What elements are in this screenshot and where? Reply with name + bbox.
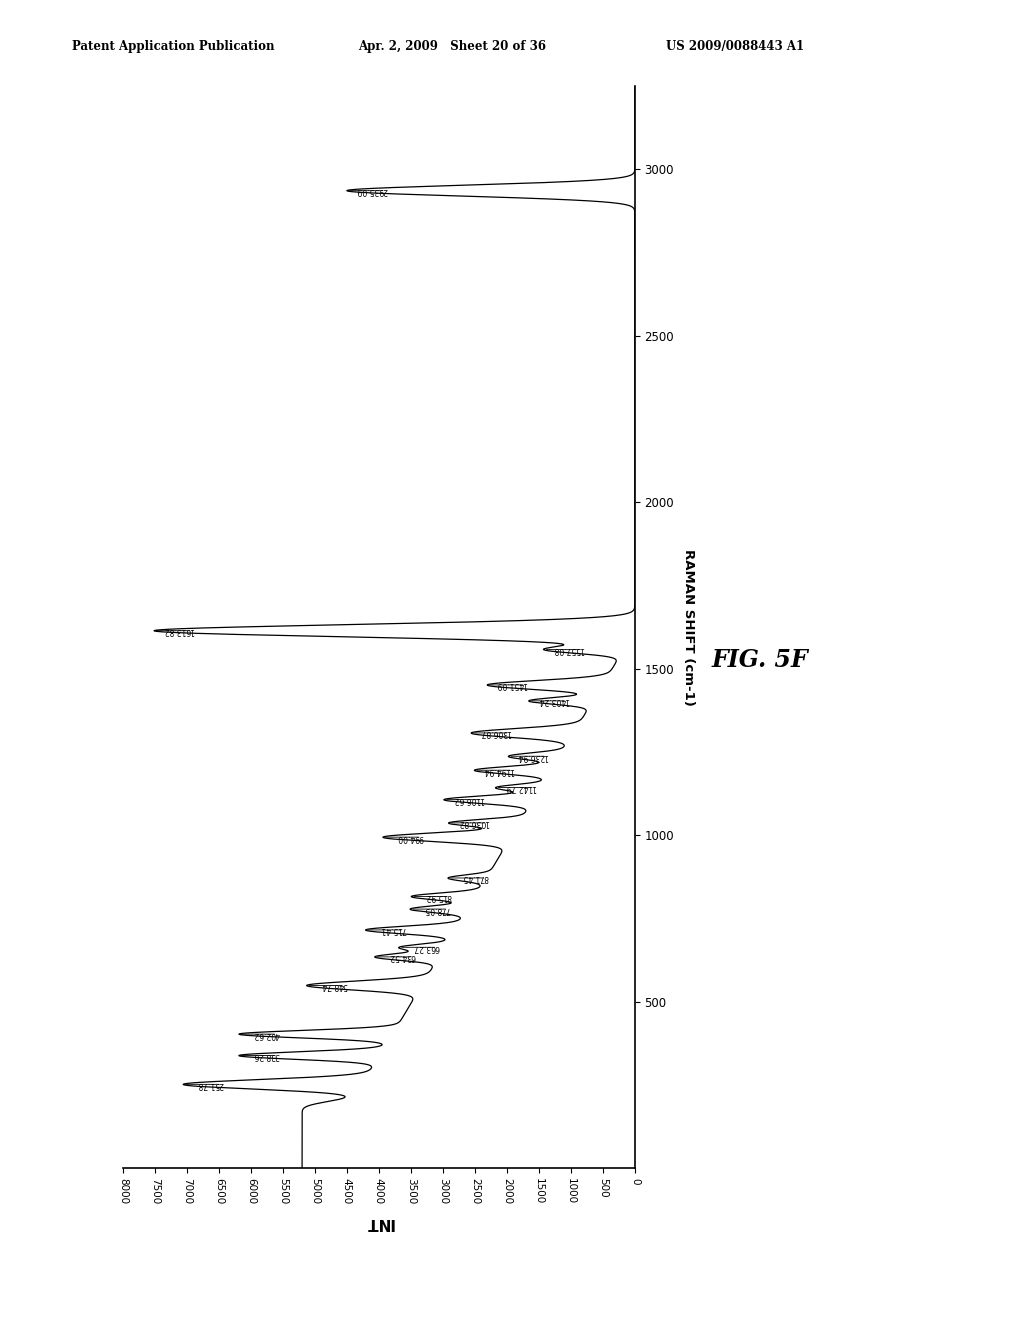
Text: 663.27: 663.27 — [413, 942, 439, 952]
Text: Patent Application Publication: Patent Application Publication — [72, 40, 274, 53]
Text: FIG. 5F: FIG. 5F — [712, 648, 808, 672]
X-axis label: INT: INT — [365, 1216, 393, 1230]
Text: 1194.94: 1194.94 — [483, 766, 515, 775]
Y-axis label: RAMAN SHIFT (cm-1): RAMAN SHIFT (cm-1) — [682, 549, 695, 705]
Text: 1451.09: 1451.09 — [497, 680, 527, 689]
Text: 1306.87: 1306.87 — [480, 729, 512, 738]
Text: 634.52: 634.52 — [388, 952, 415, 961]
Text: Apr. 2, 2009   Sheet 20 of 36: Apr. 2, 2009 Sheet 20 of 36 — [358, 40, 547, 53]
Text: 815.92: 815.92 — [425, 892, 452, 902]
Text: 778.05: 778.05 — [424, 904, 451, 913]
Text: 251.78: 251.78 — [197, 1080, 223, 1089]
Text: 994.00: 994.00 — [396, 833, 423, 842]
Text: 1403.24: 1403.24 — [538, 697, 569, 705]
Text: 1557.08: 1557.08 — [553, 645, 584, 655]
Text: 1036.82: 1036.82 — [458, 818, 488, 828]
Text: US 2009/0088443 A1: US 2009/0088443 A1 — [666, 40, 804, 53]
Text: 1236.94: 1236.94 — [517, 752, 549, 760]
Text: 2935.09: 2935.09 — [355, 186, 387, 195]
Text: 1142.79: 1142.79 — [505, 783, 536, 792]
Text: 871.45: 871.45 — [462, 874, 488, 883]
Text: 338.26: 338.26 — [253, 1051, 280, 1060]
Text: 548.74: 548.74 — [321, 981, 347, 990]
Text: 715.41: 715.41 — [380, 925, 406, 935]
Text: 1613.82: 1613.82 — [163, 626, 195, 635]
Text: 402.62: 402.62 — [253, 1030, 280, 1039]
Text: 1106.62: 1106.62 — [453, 795, 484, 804]
